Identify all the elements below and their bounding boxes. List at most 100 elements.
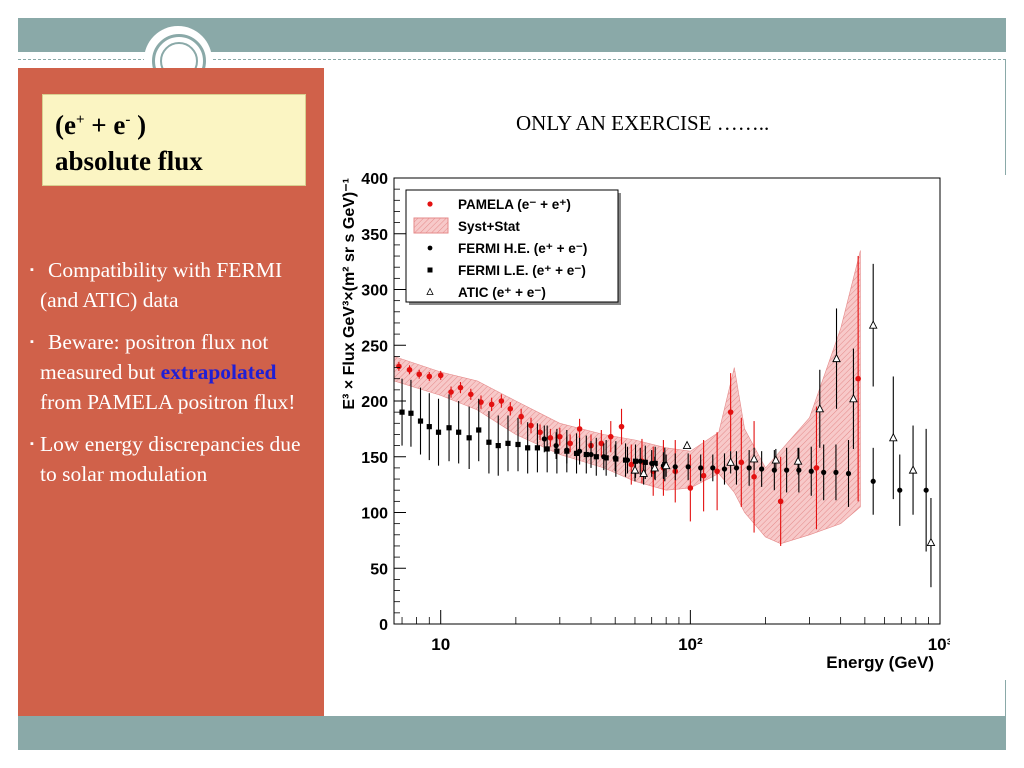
fermi-he-point bbox=[759, 466, 765, 472]
fermi-he-point bbox=[808, 468, 814, 474]
fermi-le-point bbox=[476, 427, 482, 433]
bullet-text: Compatibility with FERMI (and ATIC) data bbox=[40, 258, 283, 312]
x-tick-label: 10 bbox=[431, 635, 450, 654]
pamela-point bbox=[507, 406, 514, 412]
fermi-le-point bbox=[583, 451, 589, 458]
fermi-he-point bbox=[721, 466, 728, 472]
fermi-le-point bbox=[554, 448, 560, 454]
fermi-le-point bbox=[495, 443, 501, 449]
x-tick-label: 10³ bbox=[928, 635, 950, 654]
fermi-he-point bbox=[796, 467, 802, 473]
fermi-he-point bbox=[733, 465, 740, 471]
fermi-he-point bbox=[541, 436, 547, 442]
pamela-point bbox=[547, 434, 554, 441]
atic-point bbox=[832, 353, 841, 363]
fermi-le-point bbox=[456, 429, 462, 435]
legend-marker-pamela bbox=[427, 201, 433, 207]
y-tick-label: 100 bbox=[361, 506, 388, 523]
fermi-le-point bbox=[544, 446, 550, 452]
fermi-le-point bbox=[505, 440, 511, 446]
fermi-he-point bbox=[672, 464, 678, 470]
atic-point bbox=[868, 320, 878, 329]
bullet-marker: ▪ bbox=[30, 264, 34, 276]
pamela-point bbox=[700, 472, 707, 479]
fermi-le-point bbox=[435, 429, 442, 435]
legend-label: ATIC (e⁺ + e⁻) bbox=[458, 285, 546, 300]
y-tick-label: 150 bbox=[361, 450, 388, 467]
right-rule-lower bbox=[1005, 680, 1006, 716]
slide-title-line1: (e+ + e- ) bbox=[55, 107, 293, 143]
y-tick-label: 200 bbox=[361, 394, 388, 411]
fermi-he-point bbox=[685, 464, 691, 470]
fermi-he-point bbox=[588, 451, 594, 458]
pamela-point bbox=[426, 373, 433, 380]
pamela-point bbox=[576, 426, 583, 432]
bullet-text: Low energy discrepancies due to solar mo… bbox=[40, 432, 301, 486]
pamela-point bbox=[727, 409, 734, 415]
pamela-point bbox=[406, 366, 413, 373]
y-tick-label: 400 bbox=[361, 171, 388, 188]
pamela-point bbox=[813, 465, 820, 471]
fermi-le-point bbox=[613, 456, 619, 462]
y-tick-label: 250 bbox=[361, 338, 388, 355]
pamela-point bbox=[416, 371, 422, 378]
x-axis-label: Energy (GeV) bbox=[826, 653, 934, 672]
bullet-item: ▪ Compatibility with FERMI (and ATIC) da… bbox=[30, 255, 320, 315]
legend-label: PAMELA (e⁻ + e⁺) bbox=[458, 197, 571, 212]
fermi-le-point bbox=[466, 435, 472, 441]
legend-marker-atic bbox=[426, 287, 434, 295]
fermi-le-point bbox=[593, 454, 599, 460]
pamela-point bbox=[855, 375, 861, 382]
bullet-text-after: from PAMELA positron flux! bbox=[40, 390, 296, 414]
atic-point bbox=[849, 393, 858, 403]
y-tick-label: 50 bbox=[370, 561, 388, 578]
fermi-le-point bbox=[534, 445, 541, 451]
fermi-le-point bbox=[525, 445, 531, 451]
fermi-le-point bbox=[486, 439, 492, 445]
fermi-he-point bbox=[897, 487, 903, 493]
slide-title-line2: absolute flux bbox=[55, 146, 203, 176]
fermi-he-point bbox=[821, 469, 827, 475]
dashed-divider bbox=[18, 59, 1006, 60]
pamela-point bbox=[738, 459, 745, 466]
title-sup-plus: + bbox=[75, 112, 85, 128]
exercise-note: ONLY AN EXERCISE …….. bbox=[516, 111, 770, 135]
pamela-point bbox=[448, 389, 454, 395]
atic-point bbox=[888, 432, 898, 442]
fermi-le-point bbox=[603, 455, 609, 461]
pamela-point bbox=[457, 384, 464, 391]
pamela-point bbox=[528, 422, 534, 429]
title-sup-minus: - bbox=[125, 112, 131, 128]
bullet-item: ▪ Beware: positron flux not measured but… bbox=[30, 327, 320, 417]
pamela-point bbox=[518, 413, 524, 420]
bullet-item: ▪ Low energy discrepancies due to solar … bbox=[30, 429, 320, 489]
fermi-le-point bbox=[426, 424, 432, 430]
right-rule bbox=[1005, 60, 1006, 175]
slide-title-box: (e+ + e- ) absolute flux bbox=[42, 94, 306, 186]
atic-point bbox=[639, 468, 648, 477]
atic-point bbox=[630, 465, 640, 474]
fermi-le-point bbox=[417, 418, 424, 424]
bullet-text-before: Beware: positron flux not measured but bbox=[40, 330, 269, 384]
fermi-le-point bbox=[408, 410, 414, 416]
fermi-he-point bbox=[746, 465, 752, 471]
legend-box bbox=[405, 189, 619, 303]
pamela-point bbox=[714, 468, 720, 475]
atic-point bbox=[926, 537, 936, 547]
legend-marker-band bbox=[413, 217, 449, 234]
fermi-le-point bbox=[564, 448, 570, 454]
fermi-le-point bbox=[622, 457, 629, 463]
fermi-le-point bbox=[515, 441, 521, 448]
bullet-marker: ▪ bbox=[30, 438, 34, 450]
pamela-point bbox=[557, 433, 563, 440]
fermi-he-point bbox=[923, 487, 929, 493]
fermi-he-point bbox=[784, 467, 790, 473]
legend-label: Syst+Stat bbox=[458, 219, 520, 234]
fermi-he-point bbox=[637, 458, 643, 464]
legend-label: FERMI L.E. (e⁺ + e⁻) bbox=[458, 263, 586, 278]
title-part-e: (e bbox=[55, 110, 76, 140]
pamela-point bbox=[478, 399, 484, 405]
legend-marker-fermi-he bbox=[427, 245, 433, 251]
pamela-point bbox=[687, 485, 694, 491]
